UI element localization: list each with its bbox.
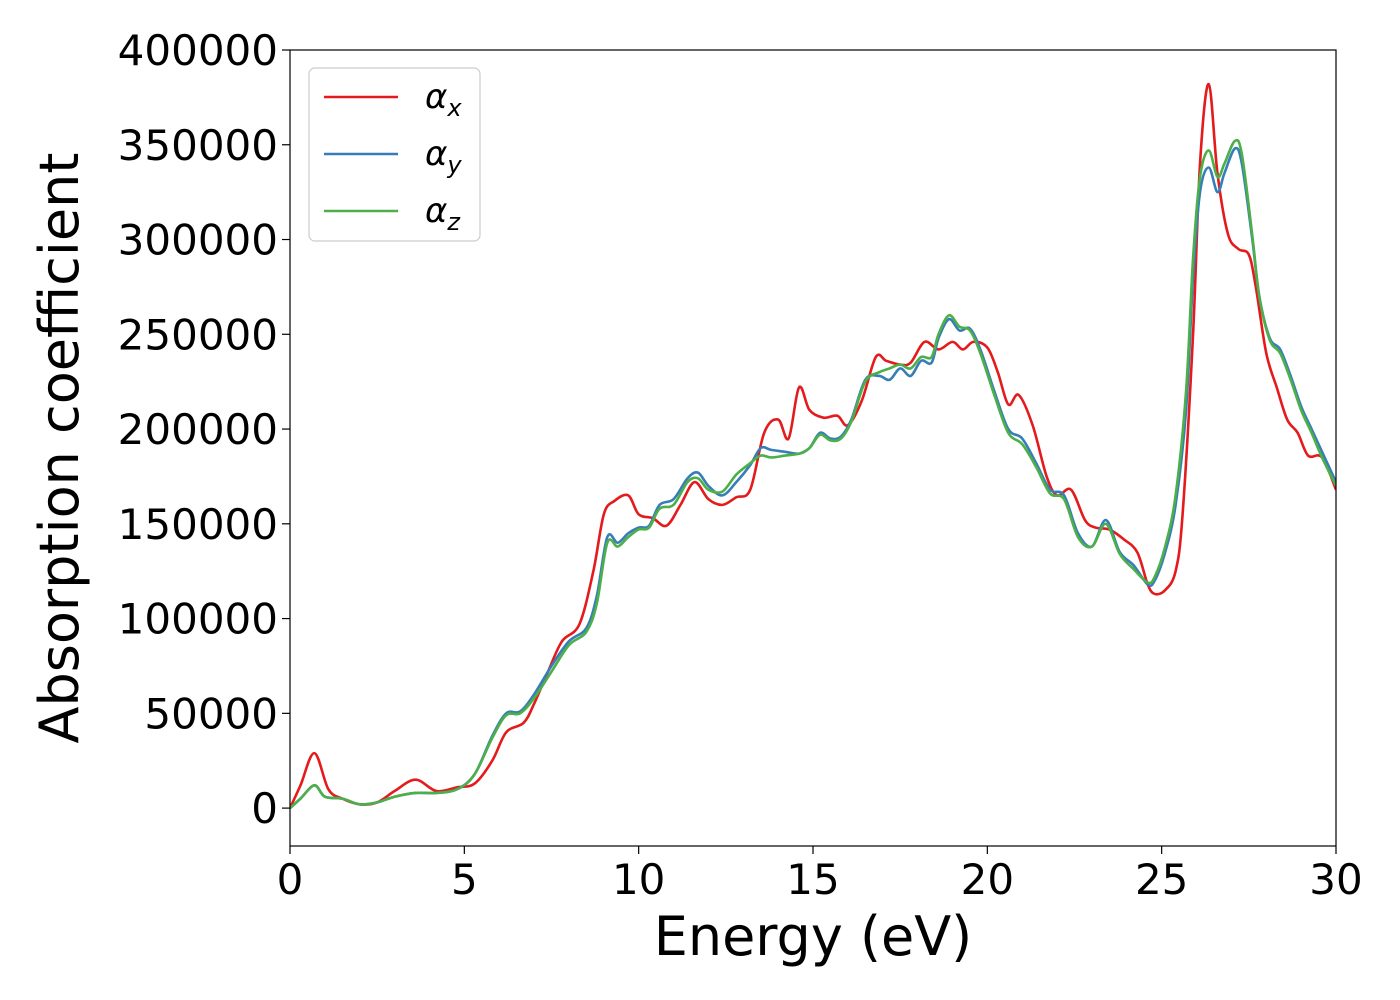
legend: αx αy αz bbox=[308, 67, 481, 242]
y-tick-label: 150000 bbox=[118, 500, 278, 549]
series-line-alpha-z bbox=[290, 138, 1336, 810]
x-axis: 0 5 10 15 20 25 30 bbox=[277, 846, 1363, 904]
legend-label-alpha-x: αx bbox=[425, 77, 462, 122]
y-axis: 0 50000 100000 150000 200000 250000 300000 3500… bbox=[118, 26, 290, 833]
x-tick-label: 15 bbox=[786, 855, 839, 904]
x-tick-label: 25 bbox=[1135, 855, 1188, 904]
y-tick-label: 50000 bbox=[144, 689, 278, 738]
legend-label-alpha-y: αy bbox=[425, 134, 462, 179]
x-tick-label: 5 bbox=[451, 855, 478, 904]
y-tick-label: 100000 bbox=[118, 595, 278, 644]
series-layer bbox=[290, 82, 1336, 810]
x-tick-label: 0 bbox=[277, 855, 304, 904]
y-axis-title: Absorption coefficient bbox=[28, 153, 91, 744]
y-tick-label: 250000 bbox=[118, 310, 278, 359]
y-tick-label: 400000 bbox=[118, 26, 278, 75]
x-axis-title: Energy (eV) bbox=[654, 905, 973, 968]
y-tick-label: 200000 bbox=[118, 405, 278, 454]
y-tick-label: 350000 bbox=[118, 121, 278, 170]
y-tick-label: 300000 bbox=[118, 216, 278, 265]
x-tick-label: 20 bbox=[961, 855, 1014, 904]
x-tick-label: 10 bbox=[612, 855, 665, 904]
y-tick-label: 0 bbox=[251, 784, 278, 833]
legend-label-alpha-z: αz bbox=[425, 191, 461, 236]
series-line-alpha-y bbox=[290, 146, 1336, 810]
x-tick-label: 30 bbox=[1309, 855, 1362, 904]
